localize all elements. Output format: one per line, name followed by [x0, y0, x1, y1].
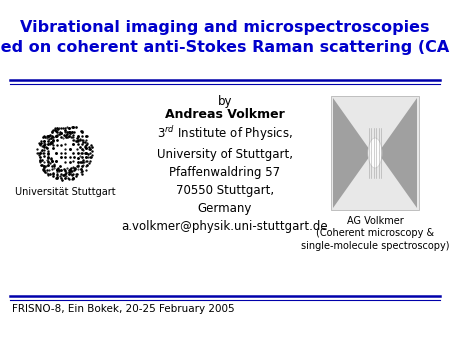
Polygon shape: [333, 98, 372, 208]
Polygon shape: [378, 98, 417, 208]
Text: 3$^{rd}$ Institute of Physics,
University of Stuttgart,
Pfaffenwaldring 57
70550: 3$^{rd}$ Institute of Physics, Universit…: [157, 124, 293, 215]
Text: a.volkmer@physik.uni-stuttgart.de: a.volkmer@physik.uni-stuttgart.de: [122, 220, 328, 233]
Text: Vibrational imaging and microspectroscopies
based on coherent anti-Stokes Raman : Vibrational imaging and microspectroscop…: [0, 20, 450, 55]
Text: AG Volkmer
(Coherent microscopy &
single-molecule spectroscopy): AG Volkmer (Coherent microscopy & single…: [301, 216, 449, 251]
Text: Andreas Volkmer: Andreas Volkmer: [165, 108, 285, 121]
Text: by: by: [218, 95, 232, 108]
FancyBboxPatch shape: [331, 96, 419, 210]
Ellipse shape: [368, 138, 382, 168]
Text: Universität Stuttgart: Universität Stuttgart: [15, 187, 115, 197]
Text: FRISNO-8, Ein Bokek, 20-25 February 2005: FRISNO-8, Ein Bokek, 20-25 February 2005: [12, 304, 234, 314]
